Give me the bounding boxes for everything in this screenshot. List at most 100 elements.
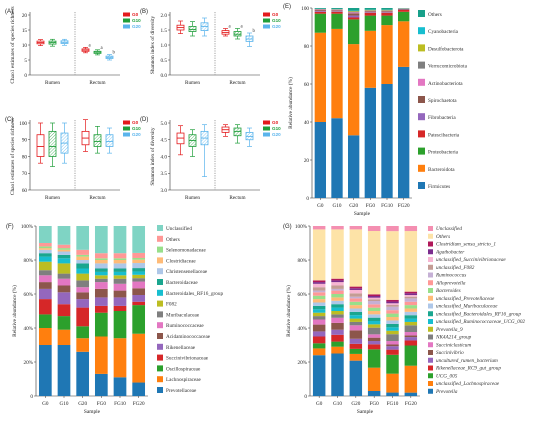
bar-segment-others xyxy=(57,244,71,249)
y-tick-label: 0 xyxy=(30,394,33,400)
bar-segment-succinivibrio xyxy=(404,335,418,338)
bar-segment-unclassified-bacteroidales-rf16-group xyxy=(404,315,418,319)
bar-segment-selenomonadaceae xyxy=(38,246,52,249)
bar-segment-rikenellaceae xyxy=(132,295,146,302)
bar-segment-muribaculaceae xyxy=(113,278,127,284)
bar-segment-fibrobacteria xyxy=(364,12,376,13)
bar-segment-oscillospiraceae xyxy=(94,312,108,337)
legend-label: Firmicutes xyxy=(428,184,450,190)
bar-segment-ruminococcaceae xyxy=(57,278,71,286)
bar-segment-oscillospiraceae xyxy=(76,326,90,339)
legend-swatch xyxy=(418,130,425,138)
bar-segment-prevotella-9 xyxy=(349,318,363,322)
bar-segment-alloprevotella xyxy=(404,301,418,306)
bar-segment-agathobacter xyxy=(331,280,344,283)
legend-label: Prevotella xyxy=(435,389,458,395)
y-axis-title: Chao1 estimates of species richness xyxy=(9,118,16,195)
bar-segment-bacteroidales-rf16-group xyxy=(113,271,127,276)
legend-label: Others xyxy=(436,234,450,240)
x-group-label: Rumen xyxy=(185,80,200,86)
bar-segment-verrucomicrobiota xyxy=(381,10,393,11)
bar-fg0 xyxy=(367,226,381,396)
legend-swatch xyxy=(428,295,433,301)
legend-label: Muribaculaceae xyxy=(166,312,200,318)
bar-segment-firmicutes xyxy=(348,135,360,198)
bar-segment-rikenellaceae xyxy=(113,297,127,306)
box-rectum-g10: a xyxy=(233,25,244,40)
bar-segment-unclassified-ruminococcaceae-ucg-002 xyxy=(367,321,381,325)
y-tick-label: 4.0 xyxy=(161,154,168,160)
bar-segment-unclassified-f082 xyxy=(386,304,399,307)
legend-swatch xyxy=(428,319,433,324)
bar-segment-succinivibrionaceae xyxy=(76,307,90,327)
legend-label: Bacteroidaceae xyxy=(166,280,198,286)
bar-segment-unclassified-ruminococcaceae-ucg-002 xyxy=(386,327,399,331)
bar-segment-others xyxy=(381,8,393,10)
bar-segment-unclassified-ruminococcaceae-ucg-002 xyxy=(312,309,326,313)
bar-segment-ruminococcaceae xyxy=(94,282,108,289)
legend-swatch xyxy=(157,354,163,361)
bar-segment-clostridium-sensu-stricto-1 xyxy=(349,286,363,289)
bar-segment-ruminococcus xyxy=(404,298,418,302)
bar-segment-lachnospiraceae xyxy=(38,328,52,345)
x-tick-label: FG10 xyxy=(381,203,393,209)
bar-segment-f082 xyxy=(113,275,127,279)
boxplot-panel-3: (D) 3.0 3.5 4.0 4.5 5.0 Shannon index of diver… xyxy=(140,117,281,201)
box-rectum-g20 xyxy=(105,127,114,154)
legend-swatch xyxy=(157,343,163,350)
bar-segment-rikenellaceae-rc9-gut-group xyxy=(404,340,418,346)
bar-segment-actinobacteriota xyxy=(331,9,343,11)
bar-segment-rikenellaceae xyxy=(38,288,52,300)
bar-segment-others xyxy=(314,8,326,9)
bar-segment-others xyxy=(331,8,343,9)
legend-label: Ruminococcus xyxy=(435,273,466,279)
x-tick-label: G10 xyxy=(60,401,69,407)
panel-label: (D) xyxy=(140,117,148,123)
bar-segment-unclassified xyxy=(76,226,90,250)
box-body xyxy=(93,134,102,147)
legend-label: G10 xyxy=(272,126,281,131)
box-rumen-g10 xyxy=(48,38,57,47)
y-tick-label: 3.5 xyxy=(161,171,168,177)
bar-g0 xyxy=(312,226,326,396)
bar-segment-clostridiaceae xyxy=(113,260,127,264)
boxplot-panel-1: (B) 0.0 0.5 1.0 1.5 2.0 Shannon index of diver… xyxy=(140,9,281,86)
legend-swatch xyxy=(123,24,130,29)
bar-segment-fibrobacteria xyxy=(348,15,360,18)
legend-label: Succiniclasticum xyxy=(436,342,471,348)
legend-label: Cyanobacteria xyxy=(428,29,459,35)
bar-segment-prevotella xyxy=(386,392,399,396)
bar-segment-bacteroidaceae xyxy=(76,263,90,269)
legend-swatch xyxy=(428,264,433,270)
bar-segment-clostridiaceae xyxy=(76,256,90,260)
bar-segment-succiniclasticum xyxy=(349,325,363,331)
bar-segment-bacteroidaceae xyxy=(94,268,108,272)
x-tick-label: FG10 xyxy=(387,401,399,407)
bar-segment-oscillospiraceae xyxy=(38,314,52,328)
bar-segment-patescibacteria xyxy=(314,11,326,14)
bar-segment-acidaminococcaceae xyxy=(94,288,108,298)
bar-segment-muribaculaceae xyxy=(76,280,90,288)
bar-segment-succinivibrio xyxy=(367,337,381,341)
bar-segment-unclassified xyxy=(331,226,344,230)
bar-segment-succiniclasticum xyxy=(331,317,344,323)
panel-label: (C) xyxy=(5,117,13,123)
x-group-label: Rectum xyxy=(89,80,105,86)
legend-swatch xyxy=(428,381,433,386)
box-rumen-g20 xyxy=(60,38,69,46)
bar-segment-unclassified-f082 xyxy=(331,285,344,289)
bar-segment-f082 xyxy=(76,273,90,281)
bar-fg20 xyxy=(398,8,410,199)
legend-label: Rikenellaceae xyxy=(166,345,196,351)
bar-segment-uncultured-rumen-bacterium xyxy=(349,338,363,344)
bar-segment-acidaminococcaceae xyxy=(76,292,90,300)
bar-segment-unclassified-prevotellaceae xyxy=(404,308,418,312)
legend-swatch xyxy=(418,113,425,121)
bar-segment-agathobacter xyxy=(312,282,326,284)
bar-segment-clostridium-sensu-stricto-1 xyxy=(367,294,381,296)
bar-segment-alloprevotella xyxy=(312,292,326,296)
legend-swatch xyxy=(418,10,425,17)
legend-swatch xyxy=(418,61,425,69)
x-tick-label: FG20 xyxy=(398,203,410,209)
legend-label: F082 xyxy=(166,302,177,308)
